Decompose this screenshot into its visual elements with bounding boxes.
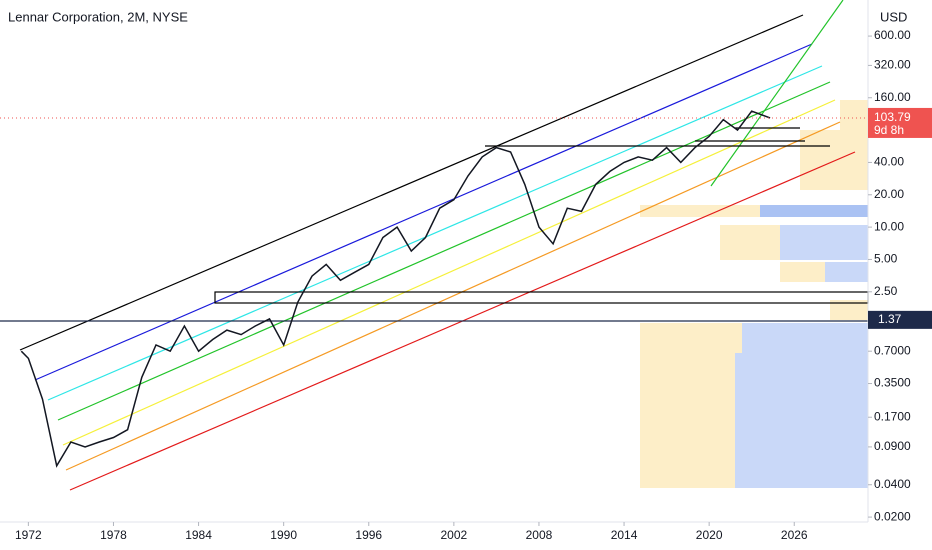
x-tick-label: 2002: [441, 528, 468, 542]
x-tick-label: 1984: [185, 528, 212, 542]
x-tick-label: 2014: [611, 528, 638, 542]
x-tick-label: 1990: [270, 528, 297, 542]
x-tick-label: 1978: [100, 528, 127, 542]
x-tick-label: 2008: [526, 528, 553, 542]
y-tick-label: 0.0400: [874, 477, 911, 491]
y-tick-label: 600.00: [874, 28, 911, 42]
level-box: [868, 310, 932, 329]
y-tick-label: 0.0900: [874, 439, 911, 453]
y-tick-label: 40.00: [874, 155, 904, 169]
volume-profile: [640, 100, 868, 488]
countdown: 9d 8h: [874, 123, 904, 137]
currency: USD: [880, 9, 907, 24]
y-tick-label: 0.1700: [874, 409, 911, 423]
y-tick-label: 5.00: [874, 252, 898, 266]
y-tick-label: 0.7000: [874, 343, 911, 357]
y-tick-label: 160.00: [874, 90, 911, 104]
y-tick-label: 20.00: [874, 187, 904, 201]
last-price-box: [868, 107, 932, 138]
x-tick-label: 1972: [15, 528, 42, 542]
y-tick-label: 0.3500: [874, 376, 911, 390]
trend-lines: [0, 0, 869, 491]
price-line: [20, 110, 771, 468]
x-tick-label: 1996: [355, 528, 382, 542]
y-tick-label: 320.00: [874, 58, 911, 72]
last-price-label: 103.79: [874, 110, 911, 124]
y-tick-label: 2.50: [874, 284, 898, 298]
y-tick-label: 10.00: [874, 219, 904, 233]
level-label: 1.37: [878, 312, 902, 326]
chart-title: Lennar Corporation, 2M, NYSE: [8, 9, 188, 24]
x-tick-label: 2020: [696, 528, 723, 542]
x-tick-label: 2026: [781, 528, 808, 542]
y-tick-label: 0.0200: [874, 509, 911, 523]
